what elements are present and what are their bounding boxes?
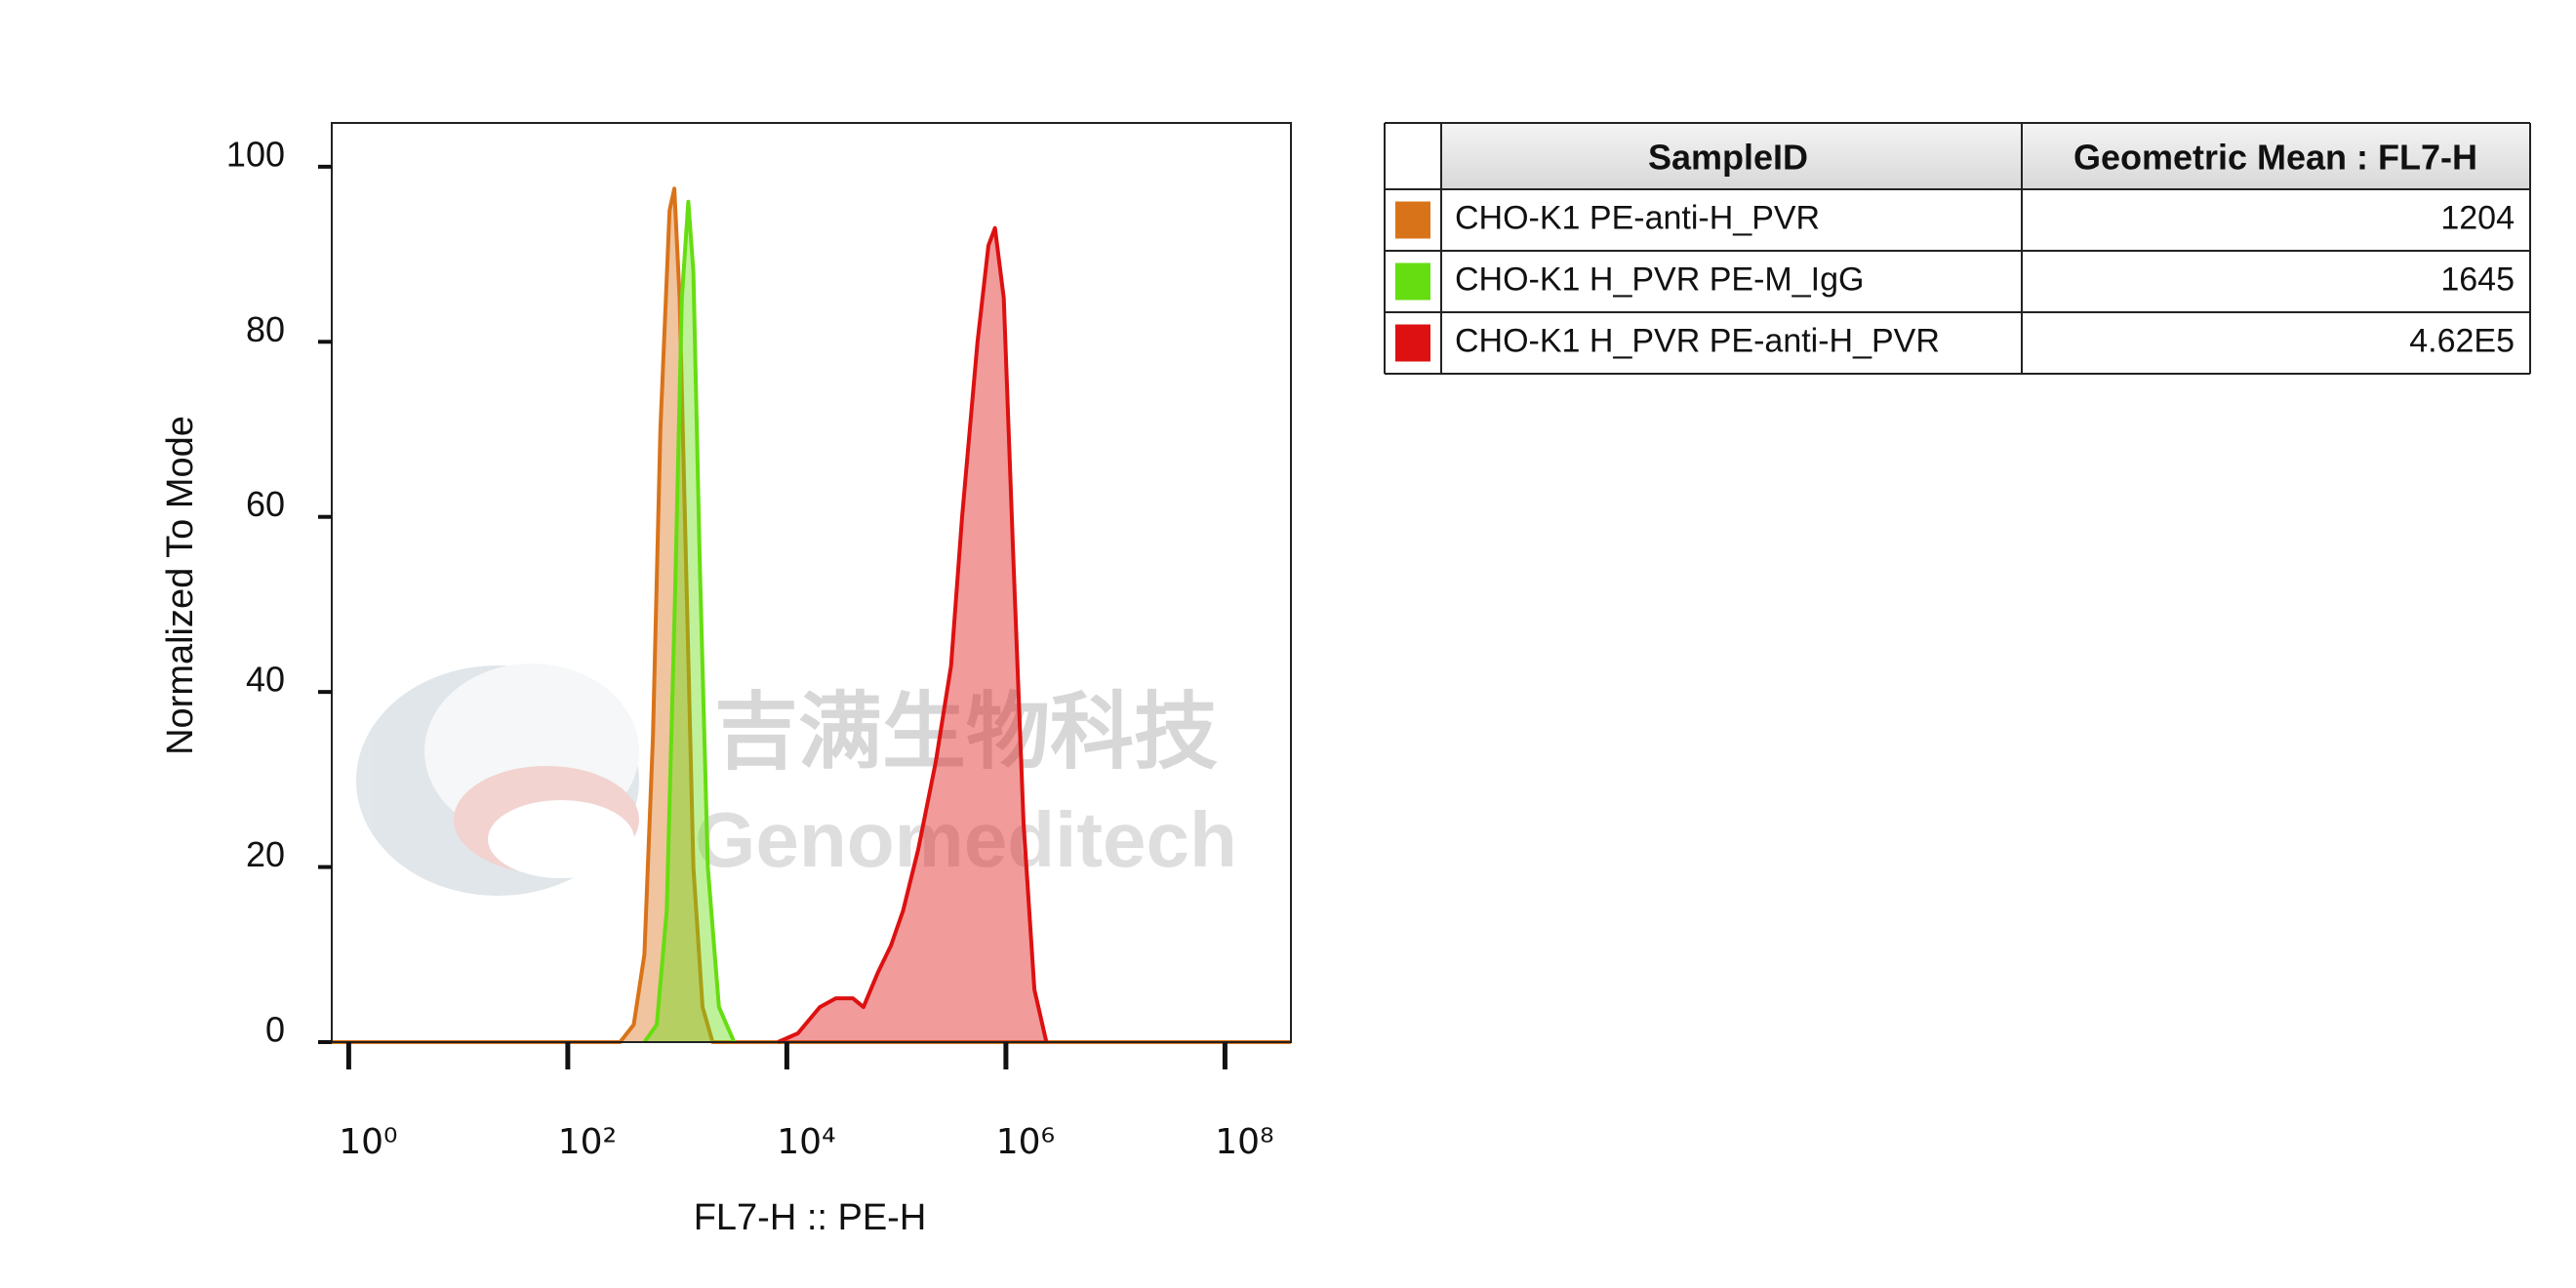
x-axis-title: FL7-H :: PE-H bbox=[694, 1197, 927, 1238]
y-tick-label: 0 bbox=[265, 1010, 285, 1050]
x-tick-label: 10⁰ bbox=[339, 1122, 397, 1162]
histogram-area bbox=[332, 186, 1291, 1044]
watermark-logo bbox=[488, 800, 634, 878]
y-tick-label: 100 bbox=[226, 134, 285, 174]
table-header: Geometric Mean : FL7-H bbox=[2073, 138, 2477, 178]
watermark-en: Genomeditech bbox=[695, 796, 1237, 883]
histogram-area bbox=[777, 225, 1049, 1044]
plot-frame bbox=[331, 122, 1292, 1043]
legend-swatch bbox=[1395, 324, 1430, 362]
table-value: 1645 bbox=[2440, 261, 2515, 298]
table-value: 4.62E5 bbox=[2409, 322, 2515, 359]
y-tick-label: 40 bbox=[246, 660, 285, 700]
y-tick-label: 20 bbox=[246, 834, 285, 874]
table-header: SampleID bbox=[1648, 138, 1808, 178]
x-tick-label: 10² bbox=[558, 1122, 617, 1162]
legend-label: CHO-K1 H_PVR PE-M_IgG bbox=[1455, 261, 1864, 298]
legend-swatch bbox=[1395, 262, 1430, 301]
y-tick-label: 80 bbox=[246, 309, 285, 349]
x-tick-label: 10⁴ bbox=[777, 1122, 835, 1162]
x-tick-label: 10⁶ bbox=[996, 1122, 1055, 1162]
table-value: 1204 bbox=[2440, 199, 2515, 236]
y-axis-title: Normalized To Mode bbox=[160, 416, 201, 755]
watermark: 吉满生物科技 Genomeditech bbox=[356, 664, 1237, 896]
histogram-area bbox=[642, 199, 737, 1044]
y-tick-label: 60 bbox=[246, 484, 285, 524]
table-header-bg bbox=[1441, 123, 2530, 189]
watermark-cn: 吉满生物科技 bbox=[714, 686, 1218, 780]
legend-swatch bbox=[1395, 201, 1430, 239]
legend-label: CHO-K1 PE-anti-H_PVR bbox=[1455, 199, 1820, 236]
legend-label: CHO-K1 H_PVR PE-anti-H_PVR bbox=[1455, 322, 1940, 359]
x-tick-label: 10⁸ bbox=[1215, 1122, 1273, 1162]
